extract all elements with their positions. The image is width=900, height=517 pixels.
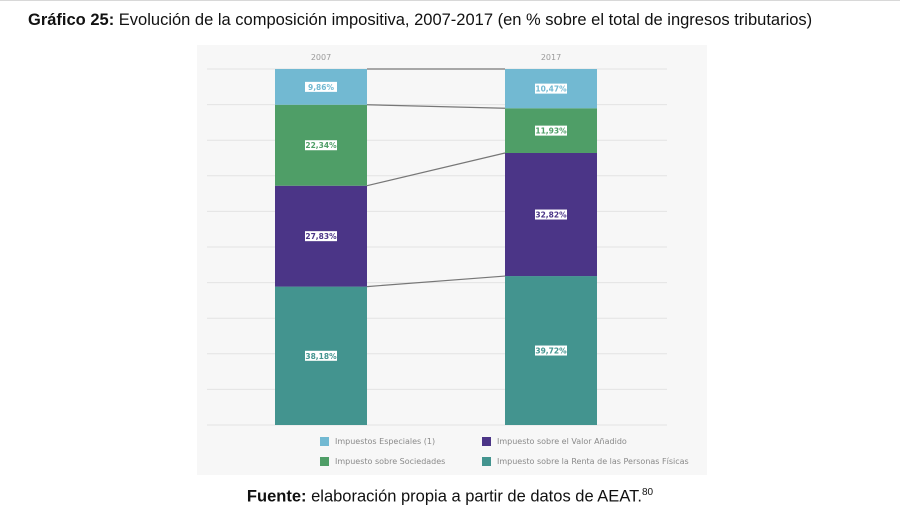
connector-line — [366, 275, 506, 288]
data-label-impuesto-sobre-el-valor-anadido-2017: 32,82% — [535, 211, 567, 220]
legend-swatch-sociedades — [320, 457, 329, 466]
category-label-2017: 2017 — [541, 53, 561, 62]
data-label-bg — [305, 140, 337, 151]
legend-swatch-especiales — [320, 437, 329, 446]
data-label-bg — [305, 231, 337, 242]
chart-legend: Impuestos Especiales (1) Impuesto sobre … — [320, 437, 710, 471]
data-label-impuesto-sobre-la-renta-de-las-personas-fisicas-2007: 38,18% — [305, 352, 337, 361]
legend-label-sociedades: Impuesto sobre Sociedades — [335, 457, 446, 466]
stacked-bar-chart: 38,18% 27,83% 22,34% 9,86% 39,72% 32,82% 11,93… — [207, 53, 667, 426]
data-label-bg — [305, 350, 337, 361]
top-border — [0, 0, 900, 1]
data-label-bg — [535, 125, 567, 136]
chart-title-text: Evolución de la composición impositiva, … — [118, 11, 813, 29]
data-label-impuestos-especiales-1-2007: 9,86% — [308, 83, 335, 92]
data-label-bg — [535, 83, 567, 94]
source-label: Fuente: — [246, 487, 307, 506]
legend-item-iva: Impuesto sobre el Valor Añadido — [482, 437, 627, 446]
data-label-bg — [305, 81, 337, 92]
connector-line — [366, 104, 506, 109]
data-label-impuesto-sobre-sociedades-2017: 11,93% — [535, 127, 567, 136]
legend-swatch-iva — [482, 437, 491, 446]
chart-title: Gráfico 25: Evolución de la composición … — [28, 11, 888, 30]
category-label-2007: 2007 — [311, 53, 331, 62]
data-label-impuestos-especiales-1-2017: 10,47% — [535, 85, 567, 94]
legend-label-iva: Impuesto sobre el Valor Añadido — [497, 437, 627, 446]
source-text: elaboración propia a partir de datos de … — [311, 487, 642, 506]
legend-item-especiales: Impuestos Especiales (1) — [320, 437, 435, 446]
chart-title-label: Gráfico 25: — [28, 11, 115, 29]
data-label-bg — [535, 209, 567, 220]
source-note: Fuente: elaboración propia a partir de d… — [0, 487, 900, 507]
source-footnote: 80 — [641, 487, 654, 498]
legend-item-sociedades: Impuesto sobre Sociedades — [320, 457, 445, 466]
connector-line — [366, 152, 506, 187]
legend-label-especiales: Impuestos Especiales (1) — [335, 437, 436, 446]
data-label-impuesto-sobre-el-valor-anadido-2007: 27,83% — [305, 232, 337, 241]
legend-swatch-irpf — [482, 457, 491, 466]
legend-label-irpf: Impuesto sobre la Renta de las Personas … — [497, 457, 689, 466]
data-label-bg — [535, 345, 567, 356]
data-label-impuesto-sobre-la-renta-de-las-personas-fisicas-2017: 39,72% — [535, 347, 567, 356]
legend-item-irpf: Impuesto sobre la Renta de las Personas … — [482, 457, 689, 466]
data-label-impuesto-sobre-sociedades-2007: 22,34% — [305, 141, 337, 150]
